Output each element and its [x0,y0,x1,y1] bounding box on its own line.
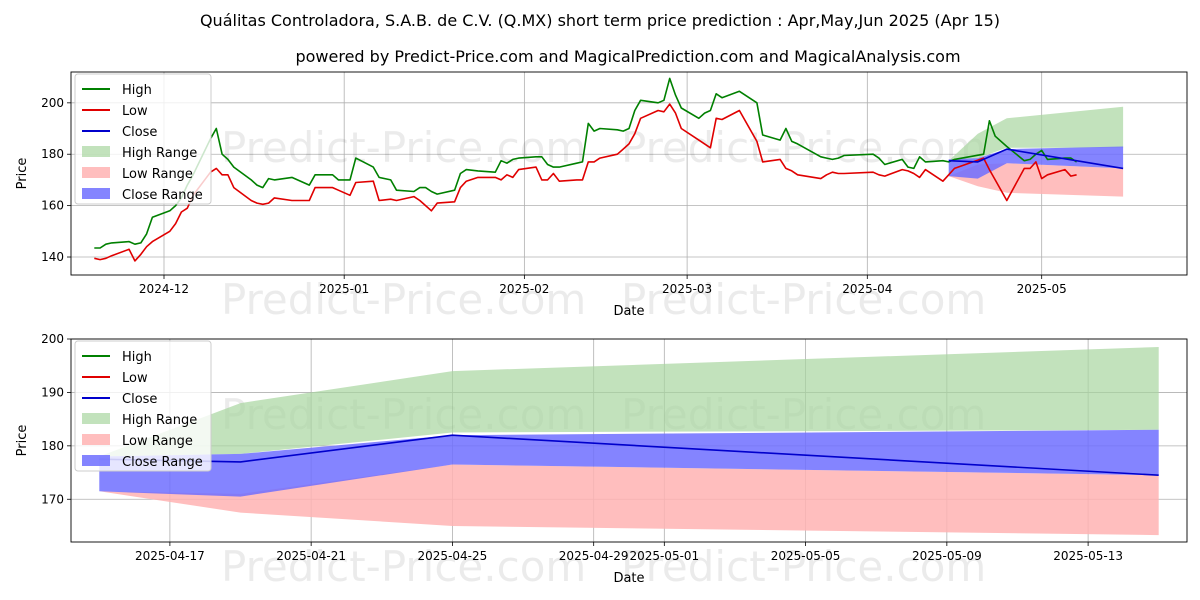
legend-label: High Range [122,146,197,161]
y-axis-label: Price [15,158,30,190]
legend-swatch-patch [82,413,110,424]
legend-label: High Range [122,413,197,428]
x-tick-label: 2025-01 [319,282,369,296]
low-series-line [94,103,1077,262]
legend-label: Low Range [122,434,193,449]
high-series-line [94,77,1078,249]
legend-label: Low [122,104,148,119]
legend-label: Low [122,371,148,386]
legend-label: Close [122,392,157,407]
x-tick-label: 2025-05-09 [912,549,982,563]
watermark-text: Predict-Price.com [221,275,586,324]
legend-label: Low Range [122,167,193,182]
x-tick-label: 2025-04 [842,282,892,296]
watermark-text: Predict-Price.com [221,542,586,591]
x-tick-label: 2025-04-29 [559,549,629,563]
y-tick-label: 200 [41,96,64,110]
axes-frame [70,71,1188,276]
chart-title: Quálitas Controladora, S.A.B. de C.V. (Q… [200,11,1000,30]
high-range-band [948,106,1124,161]
chart-subtitle: powered by Predict-Price.com and Magical… [295,47,960,66]
close-series-line [948,148,1124,170]
y-tick-label: 180 [41,439,64,453]
y-axis-label: Price [15,425,30,457]
watermark-text: Predict-Price.com [621,542,986,591]
y-tick-label: 180 [41,147,64,161]
plot-area [99,347,1159,536]
legend-swatch-patch [82,455,110,466]
y-tick-label: 160 [41,199,64,213]
x-tick-label: 2025-04-25 [418,549,488,563]
y-tick-label: 190 [41,385,64,399]
x-tick-label: 2024-12 [139,282,189,296]
legend-label: Close Range [122,188,203,203]
y-tick-label: 170 [41,492,64,506]
x-tick-label: 2025-05-05 [771,549,841,563]
low-range-band [948,163,1124,197]
x-axis-label: Date [613,304,644,319]
x-tick-label: 2025-03 [662,282,712,296]
watermark-text: Predict-Price.com [221,123,586,172]
axes-frame [70,338,1188,543]
x-axis-label: Date [613,571,644,586]
legend-label: Close [122,125,157,140]
legend-swatch-patch [82,188,110,199]
low-range-band [99,464,1159,536]
y-tick-label: 140 [41,250,64,264]
x-tick-label: 2025-02 [499,282,549,296]
legend-label: Close Range [122,455,203,470]
legend: High Low Close High Range Low Range Close Ran… [74,73,212,205]
x-tick-label: 2025-04-21 [276,549,346,563]
x-tick-label: 2025-04-17 [135,549,205,563]
y-tick-label: 200 [41,332,64,346]
full-history-panel: 2024-12 2025-01 2025-02 2025-03 2025-04 2025-… [15,71,1188,324]
plot-area [94,77,1124,262]
legend-swatch-patch [82,146,110,157]
x-tick-label: 2025-05-01 [629,549,699,563]
x-tick-label: 2025-05 [1017,282,1067,296]
watermark-text: Predict-Price.com [621,275,986,324]
legend-swatch-patch [82,167,110,178]
forecast-zoom-panel: 2025-04-17 2025-04-21 2025-04-25 2025-04-29… [15,332,1188,591]
high-range-band [99,347,1159,457]
legend: High Low Close High Range Low Range Close Ran… [74,340,212,472]
legend-swatch-patch [82,434,110,445]
x-tick-label: 2025-05-13 [1053,549,1123,563]
legend-label: High [122,350,152,365]
legend-label: High [122,83,152,98]
